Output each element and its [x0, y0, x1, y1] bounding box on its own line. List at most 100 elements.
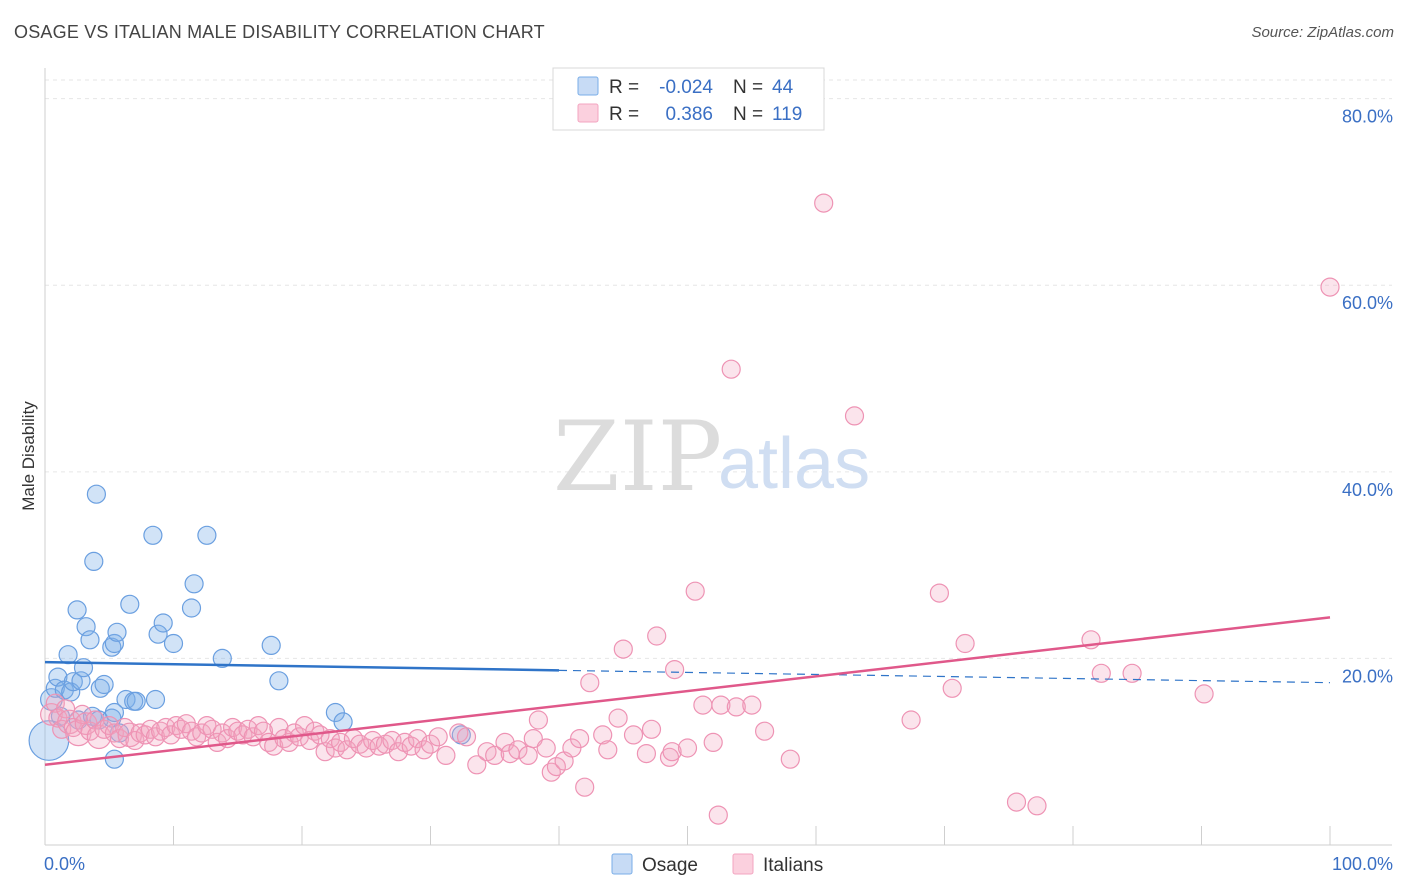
osage-point-41 [261, 635, 281, 656]
osage-point-37 [181, 598, 202, 618]
italians-point-98 [613, 639, 633, 659]
italians-point-85 [523, 728, 543, 749]
italians-point-118 [844, 406, 865, 426]
osage-point-23 [107, 622, 127, 642]
italians-point-114 [742, 695, 762, 715]
stats-legend-swatch-italians [577, 103, 599, 123]
italians-point-36 [212, 723, 232, 743]
osage-point-36 [163, 633, 184, 654]
italians-point-100 [636, 743, 657, 764]
osage-point-17 [86, 484, 107, 504]
italians-point-1 [45, 693, 65, 713]
osage-point-6 [58, 645, 78, 665]
osage-point-33 [145, 689, 166, 710]
legend-label-osage: Osage [642, 855, 698, 876]
italians-point-124 [1027, 796, 1047, 816]
x-tick-label-max: 100.0% [1332, 854, 1393, 874]
italians-point-110 [708, 805, 728, 825]
italians-point-109 [703, 732, 723, 753]
osage-point-35 [153, 613, 173, 633]
watermark-zip-text: ZIP [553, 401, 722, 513]
italians-point-97 [608, 708, 628, 728]
italians-point-115 [754, 721, 775, 741]
source-credit: Source: ZipAtlas.com [1251, 24, 1394, 41]
y-axis-label: Male Disability [19, 401, 38, 511]
italians-point-33 [197, 715, 217, 736]
italians-point-46 [264, 736, 284, 756]
series-italians [40, 193, 1340, 825]
stats-osage-n-label: N = [733, 77, 763, 98]
y-tick-label-1: 40.0% [1342, 480, 1393, 500]
osage-trend-line-extension [558, 669, 1331, 684]
italians-point-92 [569, 728, 590, 749]
italians-point-60 [337, 740, 357, 760]
stats-italians-n-label: N = [733, 104, 763, 125]
italians-point-102 [647, 626, 667, 646]
osage-point-21 [102, 637, 122, 657]
italians-trend-line [44, 616, 1331, 767]
stats-osage-r-value: -0.024 [659, 77, 713, 98]
data-points [28, 193, 1340, 825]
osage-point-42 [269, 671, 289, 691]
y-tick-label-2: 60.0% [1342, 293, 1393, 313]
osage-point-22 [104, 633, 125, 654]
italians-point-5 [57, 709, 82, 735]
italians-point-126 [1091, 663, 1111, 683]
italians-point-101 [641, 719, 662, 739]
italians-point-69 [395, 732, 415, 753]
osage-point-16 [84, 551, 104, 572]
legend-swatch-italians [732, 853, 754, 875]
italians-point-10 [80, 721, 100, 741]
osage-point-34 [148, 624, 168, 644]
italians-point-83 [508, 740, 528, 760]
italians-point-59 [331, 732, 351, 753]
italians-point-99 [623, 725, 644, 745]
y-tick-label-3: 80.0% [1342, 107, 1393, 127]
italians-point-127 [1122, 663, 1142, 683]
italians-point-94 [580, 673, 600, 693]
osage-point-38 [184, 574, 204, 594]
chart-title: OSAGE VS ITALIAN MALE DISABILITY CORRELA… [14, 22, 545, 42]
italians-point-128 [1194, 684, 1214, 704]
italians-point-74 [428, 727, 448, 747]
italians-point-35 [207, 732, 227, 753]
osage-point-40 [212, 648, 232, 669]
osage-point-25 [104, 749, 125, 769]
italians-point-68 [388, 742, 408, 762]
trend-lines [44, 616, 1331, 767]
italians-point-117 [814, 193, 834, 213]
italians-point-123 [1006, 792, 1027, 812]
italians-point-77 [456, 727, 477, 747]
osage-point-9 [67, 600, 87, 620]
italians-point-121 [942, 678, 962, 698]
stats-italians-r-label: R = [609, 104, 639, 125]
italians-point-96 [598, 740, 618, 760]
osage-point-8 [63, 672, 83, 692]
stats-osage-n-value: 44 [772, 77, 794, 98]
italians-point-108 [693, 695, 713, 715]
stats-italians-r-value: 0.386 [665, 104, 713, 125]
italians-point-57 [320, 728, 340, 749]
osage-point-20 [94, 674, 114, 695]
osage-trend-line [44, 660, 560, 672]
watermark-atlas-text: atlas [718, 424, 870, 504]
osage-point-44 [333, 712, 353, 732]
tick-labels: 20.0% 40.0% 60.0% 80.0% 0.0% 100.0% [44, 107, 1393, 874]
italians-point-105 [664, 659, 685, 680]
italians-point-119 [901, 710, 921, 730]
osage-point-31 [126, 691, 146, 711]
italians-point-73 [420, 734, 441, 754]
legend-swatch-osage [611, 853, 633, 875]
italians-point-122 [955, 633, 975, 654]
italians-point-87 [536, 738, 556, 758]
italians-point-38 [223, 717, 243, 738]
osage-point-32 [143, 525, 163, 545]
bottom-legend: Osage Italians [611, 853, 823, 876]
italians-point-120 [929, 583, 950, 603]
italians-point-111 [711, 695, 731, 715]
osage-point-14 [80, 630, 100, 650]
italians-point-113 [726, 697, 746, 717]
stats-legend-swatch-osage [577, 76, 599, 96]
italians-point-116 [780, 749, 800, 769]
